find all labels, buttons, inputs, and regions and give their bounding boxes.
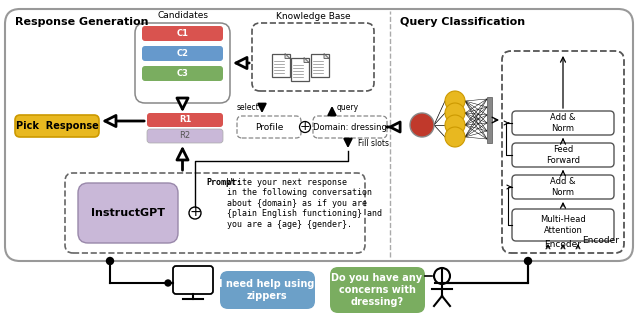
FancyBboxPatch shape xyxy=(65,173,365,253)
FancyBboxPatch shape xyxy=(311,54,329,76)
Bar xyxy=(487,97,492,143)
FancyBboxPatch shape xyxy=(78,183,178,243)
Text: Prompt:: Prompt: xyxy=(206,178,241,187)
Text: Response Generation: Response Generation xyxy=(15,17,148,27)
FancyBboxPatch shape xyxy=(142,66,223,81)
FancyBboxPatch shape xyxy=(502,51,624,253)
Text: Knowledge Base: Knowledge Base xyxy=(276,12,350,21)
FancyBboxPatch shape xyxy=(272,54,290,76)
Text: +: + xyxy=(300,120,310,133)
FancyBboxPatch shape xyxy=(5,9,633,261)
FancyBboxPatch shape xyxy=(512,111,614,135)
Circle shape xyxy=(445,91,465,111)
FancyBboxPatch shape xyxy=(15,115,99,137)
Text: Fill slots: Fill slots xyxy=(358,140,389,149)
Text: InstructGPT: InstructGPT xyxy=(91,208,165,218)
Text: Candidates: Candidates xyxy=(157,11,208,20)
FancyBboxPatch shape xyxy=(237,116,301,138)
Text: Encoder: Encoder xyxy=(545,240,582,249)
Text: Encoder: Encoder xyxy=(582,236,619,245)
Polygon shape xyxy=(304,57,309,63)
Text: query: query xyxy=(337,103,359,112)
FancyBboxPatch shape xyxy=(291,57,309,81)
Text: C1: C1 xyxy=(177,29,189,38)
Text: Feed
Forward: Feed Forward xyxy=(546,145,580,165)
Circle shape xyxy=(445,103,465,123)
Circle shape xyxy=(300,122,310,133)
FancyBboxPatch shape xyxy=(135,23,230,103)
Circle shape xyxy=(189,207,201,219)
Text: +: + xyxy=(189,205,201,220)
Text: Pick  Response: Pick Response xyxy=(15,121,99,131)
Text: R2: R2 xyxy=(179,132,191,141)
Text: R1: R1 xyxy=(179,116,191,125)
FancyBboxPatch shape xyxy=(147,129,223,143)
Circle shape xyxy=(165,280,171,286)
FancyBboxPatch shape xyxy=(147,113,223,127)
FancyBboxPatch shape xyxy=(512,209,614,241)
Text: Do you have any
concerns with
dressing?: Do you have any concerns with dressing? xyxy=(332,273,422,307)
Text: C3: C3 xyxy=(177,69,188,78)
Text: C2: C2 xyxy=(177,49,189,58)
Text: Domain: dressing: Domain: dressing xyxy=(313,123,387,132)
Circle shape xyxy=(410,113,434,137)
Text: Query Classification: Query Classification xyxy=(400,17,525,27)
Text: Profile: Profile xyxy=(255,123,283,132)
Polygon shape xyxy=(324,54,329,58)
Text: Add &
Norm: Add & Norm xyxy=(550,113,576,133)
Text: Multi-Head
Attention: Multi-Head Attention xyxy=(540,215,586,235)
FancyBboxPatch shape xyxy=(512,175,614,199)
Circle shape xyxy=(445,115,465,135)
FancyBboxPatch shape xyxy=(173,266,213,294)
Circle shape xyxy=(106,257,113,265)
FancyBboxPatch shape xyxy=(252,23,374,91)
FancyBboxPatch shape xyxy=(142,46,223,61)
FancyBboxPatch shape xyxy=(512,143,614,167)
Text: I need help using
zippers: I need help using zippers xyxy=(220,279,315,301)
FancyBboxPatch shape xyxy=(313,116,387,138)
Circle shape xyxy=(525,257,531,265)
Polygon shape xyxy=(285,54,290,58)
Text: Write your next response
in the following conversation
about {domain} as if you : Write your next response in the followin… xyxy=(227,178,382,229)
Circle shape xyxy=(445,127,465,147)
FancyBboxPatch shape xyxy=(330,267,425,313)
Text: select: select xyxy=(237,103,259,112)
FancyBboxPatch shape xyxy=(220,271,315,309)
Text: Add &
Norm: Add & Norm xyxy=(550,177,576,197)
FancyBboxPatch shape xyxy=(142,26,223,41)
